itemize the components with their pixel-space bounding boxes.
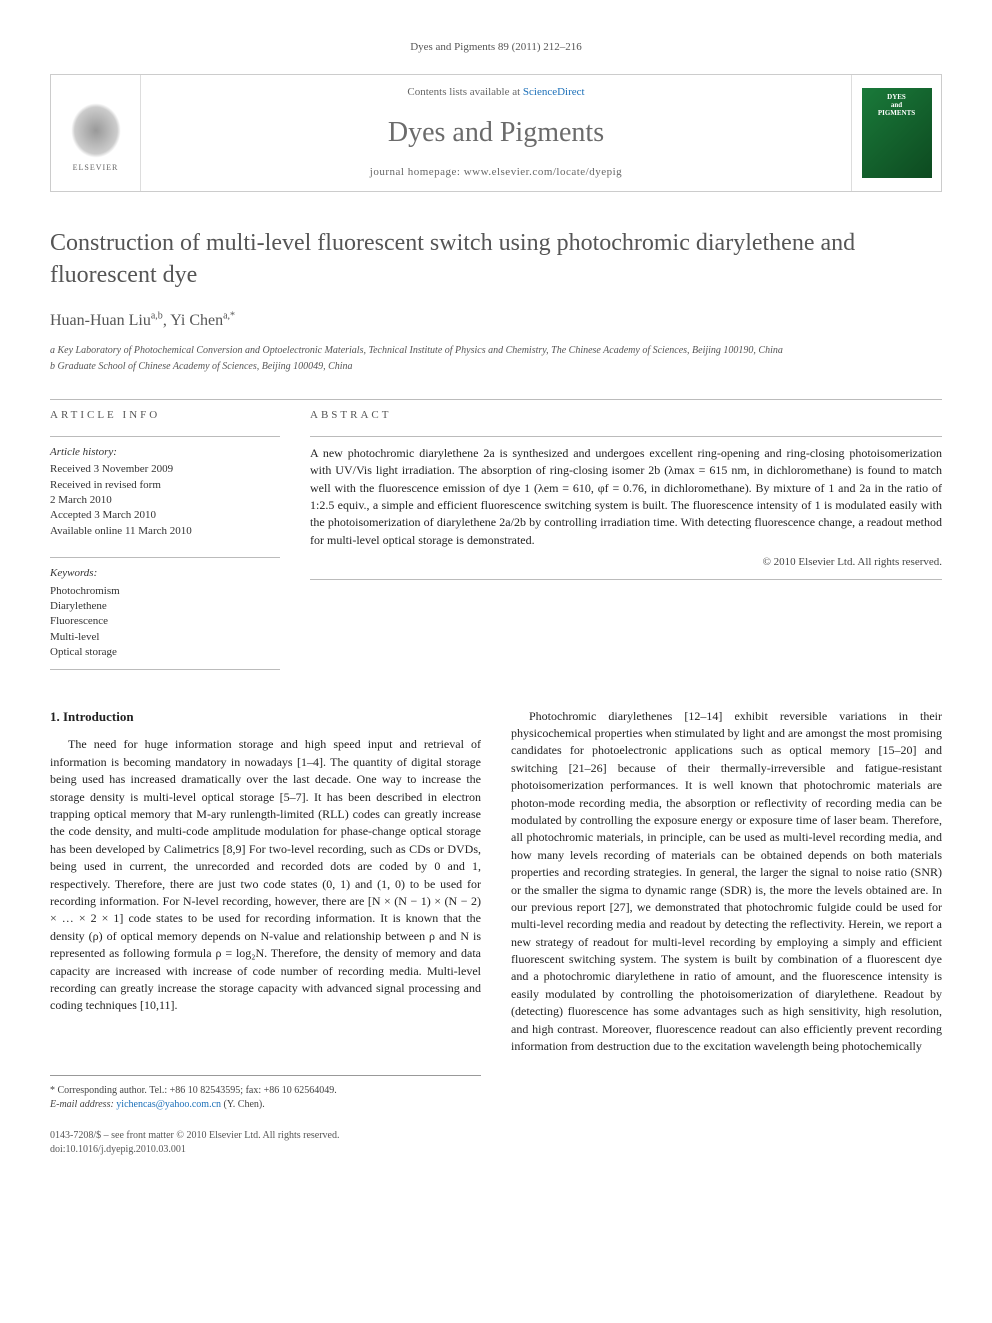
body-columns: 1. Introduction The need for huge inform… xyxy=(50,708,942,1158)
authors-line: Huan-Huan Liua,b, Yi Chena,* xyxy=(50,309,942,332)
doi-line: doi:10.1016/j.dyepig.2010.03.001 xyxy=(50,1143,481,1158)
bottom-meta: 0143-7208/$ – see front matter © 2010 El… xyxy=(50,1129,481,1158)
journal-cover-thumb[interactable]: DYES and PIGMENTS xyxy=(862,88,932,178)
corresponding-author-footer: * Corresponding author. Tel.: +86 10 825… xyxy=(50,1075,481,1113)
history-accepted: Accepted 3 March 2010 xyxy=(50,508,280,523)
affiliation-a: a Key Laboratory of Photochemical Conver… xyxy=(50,344,942,359)
keywords-block: Keywords: Photochromism Diarylethene Flu… xyxy=(50,566,280,660)
elsevier-tree-icon xyxy=(71,103,121,158)
intro-paragraph-2: Photochromic diarylethenes [12–14] exhib… xyxy=(511,708,942,1056)
elsevier-label: ELSEVIER xyxy=(73,162,119,174)
body-column-right: Photochromic diarylethenes [12–14] exhib… xyxy=(511,708,942,1158)
article-history: Article history: Received 3 November 200… xyxy=(50,445,280,539)
abstract-column: ABSTRACT A new photochromic diarylethene… xyxy=(310,408,942,678)
corr-email-link[interactable]: yichencas@yahoo.com.cn xyxy=(116,1099,221,1110)
intro-paragraph-1: The need for huge information storage an… xyxy=(50,736,481,1014)
divider-abs-2 xyxy=(310,579,942,580)
article-info-label: ARTICLE INFO xyxy=(50,408,280,424)
abstract-text: A new photochromic diarylethene 2a is sy… xyxy=(310,445,942,549)
author-2-affil: a,* xyxy=(223,310,235,321)
elsevier-logo-cell: ELSEVIER xyxy=(51,75,141,191)
history-revised-1: Received in revised form xyxy=(50,478,280,493)
keyword-item: Fluorescence xyxy=(50,614,280,629)
divider-top xyxy=(50,399,942,400)
divider-abs-1 xyxy=(310,436,942,437)
journal-reference: Dyes and Pigments 89 (2011) 212–216 xyxy=(50,40,942,56)
abstract-label: ABSTRACT xyxy=(310,408,942,424)
corr-email-line: E-mail address: yichencas@yahoo.com.cn (… xyxy=(50,1098,481,1113)
section-1-heading: 1. Introduction xyxy=(50,708,481,727)
keyword-item: Multi-level xyxy=(50,630,280,645)
body-column-left: 1. Introduction The need for huge inform… xyxy=(50,708,481,1158)
divider-info-2 xyxy=(50,557,280,558)
keyword-item: Photochromism xyxy=(50,584,280,599)
article-title: Construction of multi-level fluorescent … xyxy=(50,228,942,290)
keywords-header: Keywords: xyxy=(50,566,280,581)
corr-author-line: * Corresponding author. Tel.: +86 10 825… xyxy=(50,1084,481,1099)
author-1: Huan-Huan Liu xyxy=(50,312,151,329)
journal-name: Dyes and Pigments xyxy=(151,113,841,154)
front-matter-line: 0143-7208/$ – see front matter © 2010 El… xyxy=(50,1129,481,1144)
cover-line3: PIGMENTS xyxy=(878,110,915,118)
affiliation-b: b Graduate School of Chinese Academy of … xyxy=(50,360,942,375)
copyright-line: © 2010 Elsevier Ltd. All rights reserved… xyxy=(310,555,942,571)
email-suffix: (Y. Chen). xyxy=(221,1099,265,1110)
keyword-item: Diarylethene xyxy=(50,599,280,614)
contents-available-line: Contents lists available at ScienceDirec… xyxy=(151,85,841,101)
divider-info-3 xyxy=(50,669,280,670)
keyword-item: Optical storage xyxy=(50,645,280,660)
author-1-affil: a,b xyxy=(151,310,163,321)
divider-info-1 xyxy=(50,436,280,437)
author-2: Yi Chen xyxy=(170,312,223,329)
journal-homepage-line: journal homepage: www.elsevier.com/locat… xyxy=(151,165,841,181)
info-abstract-row: ARTICLE INFO Article history: Received 3… xyxy=(50,408,942,678)
history-received: Received 3 November 2009 xyxy=(50,462,280,477)
homepage-url[interactable]: www.elsevier.com/locate/dyepig xyxy=(464,166,622,178)
masthead-center: Contents lists available at ScienceDirec… xyxy=(141,75,851,191)
contents-prefix: Contents lists available at xyxy=(407,86,522,98)
article-info-column: ARTICLE INFO Article history: Received 3… xyxy=(50,408,280,678)
email-label: E-mail address: xyxy=(50,1099,116,1110)
elsevier-logo[interactable]: ELSEVIER xyxy=(61,93,131,173)
history-online: Available online 11 March 2010 xyxy=(50,524,280,539)
history-header: Article history: xyxy=(50,445,280,460)
homepage-prefix: journal homepage: xyxy=(370,166,464,178)
cover-thumb-cell: DYES and PIGMENTS xyxy=(851,75,941,191)
sciencedirect-link[interactable]: ScienceDirect xyxy=(523,86,585,98)
history-revised-2: 2 March 2010 xyxy=(50,493,280,508)
affiliations: a Key Laboratory of Photochemical Conver… xyxy=(50,344,942,375)
masthead: ELSEVIER Contents lists available at Sci… xyxy=(50,74,942,192)
